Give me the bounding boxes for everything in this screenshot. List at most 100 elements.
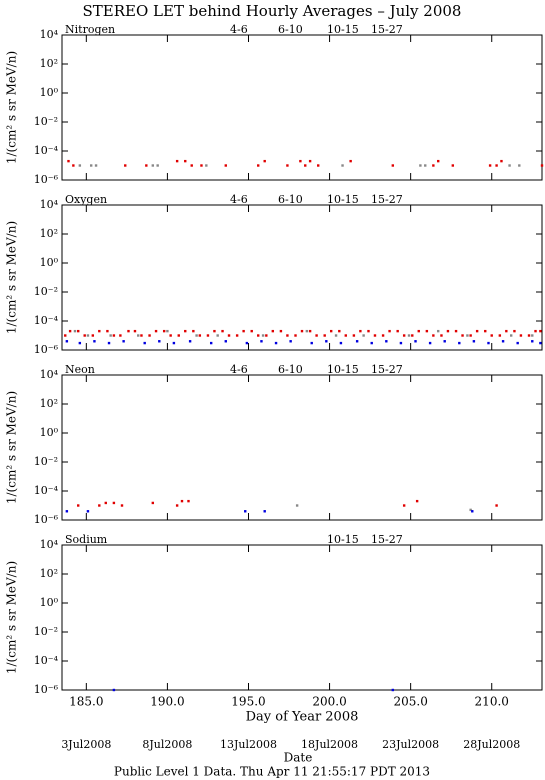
date-tick-label: 3Jul2008 xyxy=(61,738,111,751)
date-tick-label: 13Jul2008 xyxy=(220,738,277,751)
data-point xyxy=(107,341,111,345)
data-point xyxy=(304,164,307,167)
data-point xyxy=(206,334,210,337)
data-point xyxy=(73,329,77,333)
data-point xyxy=(112,688,116,692)
data-point xyxy=(89,164,93,167)
data-point xyxy=(124,164,127,167)
data-point xyxy=(94,164,98,167)
data-point xyxy=(341,164,344,167)
x-tick-label: 205.0 xyxy=(393,695,427,709)
data-point xyxy=(184,329,187,333)
data-point xyxy=(425,329,429,333)
data-point xyxy=(451,164,455,167)
data-point xyxy=(137,334,140,337)
data-point xyxy=(257,164,260,167)
data-point xyxy=(308,329,312,333)
data-point xyxy=(428,341,432,345)
data-point xyxy=(175,159,179,163)
data-point xyxy=(190,164,193,167)
data-point xyxy=(359,329,362,333)
data-point xyxy=(338,329,341,333)
data-point xyxy=(329,329,333,333)
data-point xyxy=(98,329,101,333)
x-tick-label: 200.0 xyxy=(312,695,346,709)
data-point xyxy=(539,329,542,333)
data-point xyxy=(440,334,443,337)
data-point xyxy=(86,334,90,337)
data-point xyxy=(487,341,490,345)
data-point xyxy=(198,334,202,337)
legend-entry: 10-15 xyxy=(327,533,359,546)
date-tick-label: 18Jul2008 xyxy=(301,738,358,751)
x-tick-label: 185.0 xyxy=(69,695,103,709)
y-tick-label: 10⁻² xyxy=(34,625,58,638)
data-point xyxy=(77,504,80,507)
plot-frame xyxy=(61,544,543,691)
legend-entry: 4-6 xyxy=(230,363,248,376)
data-point xyxy=(86,510,90,513)
data-point xyxy=(399,341,403,345)
y-axis-label: 1/(cm² s sr MeV/n) xyxy=(5,51,19,164)
data-point xyxy=(516,341,519,345)
date-axis-label: Date xyxy=(284,751,313,765)
data-point xyxy=(488,164,492,167)
data-point xyxy=(432,334,435,337)
data-point xyxy=(112,501,116,505)
data-point xyxy=(475,329,479,333)
data-point xyxy=(180,499,184,503)
data-point xyxy=(274,341,278,345)
data-point xyxy=(143,341,146,345)
data-point xyxy=(68,329,72,333)
data-point xyxy=(446,329,450,333)
y-tick-label: 10⁻² xyxy=(34,285,58,298)
data-point xyxy=(184,159,187,163)
data-point xyxy=(213,329,216,333)
y-tick-label: 10⁻⁶ xyxy=(34,513,59,526)
data-point xyxy=(265,334,268,337)
x-tick-label: 190.0 xyxy=(150,695,184,709)
data-point xyxy=(385,340,388,343)
data-point xyxy=(286,334,289,337)
data-point xyxy=(500,159,503,163)
data-point xyxy=(271,329,275,333)
y-tick-label: 10⁰ xyxy=(40,86,59,99)
data-point xyxy=(172,341,176,345)
data-point xyxy=(471,510,474,513)
data-point xyxy=(250,329,253,333)
data-point xyxy=(154,329,158,333)
data-point xyxy=(508,164,511,167)
data-point xyxy=(388,329,391,333)
data-point xyxy=(112,334,116,337)
data-point xyxy=(224,164,227,167)
y-tick-label: 10⁻⁶ xyxy=(34,343,59,356)
data-point xyxy=(419,164,422,167)
legend-entry: 15-27 xyxy=(371,363,403,376)
data-point xyxy=(531,340,534,343)
data-point xyxy=(109,334,112,337)
data-point xyxy=(78,164,82,167)
data-point xyxy=(98,504,101,507)
y-axis-label: 1/(cm² s sr MeV/n) xyxy=(5,391,19,504)
data-point xyxy=(396,329,399,333)
data-point xyxy=(279,329,283,333)
data-point xyxy=(122,340,125,343)
data-point xyxy=(244,510,247,513)
data-point xyxy=(531,334,534,337)
data-point xyxy=(402,334,406,337)
data-point xyxy=(257,334,260,337)
page-title: STEREO LET behind Hourly Averages – July… xyxy=(83,2,462,20)
y-tick-label: 10² xyxy=(40,57,58,70)
data-point xyxy=(417,329,420,333)
data-point xyxy=(349,159,352,163)
legend-entry: 15-27 xyxy=(371,533,403,546)
data-point xyxy=(188,340,192,343)
data-point xyxy=(373,334,377,337)
data-point xyxy=(294,334,297,337)
data-point xyxy=(224,340,227,343)
y-tick-label: 10⁴ xyxy=(40,538,59,551)
data-point xyxy=(415,499,419,503)
data-point xyxy=(402,504,406,507)
data-point xyxy=(177,334,180,337)
data-point xyxy=(513,329,516,333)
